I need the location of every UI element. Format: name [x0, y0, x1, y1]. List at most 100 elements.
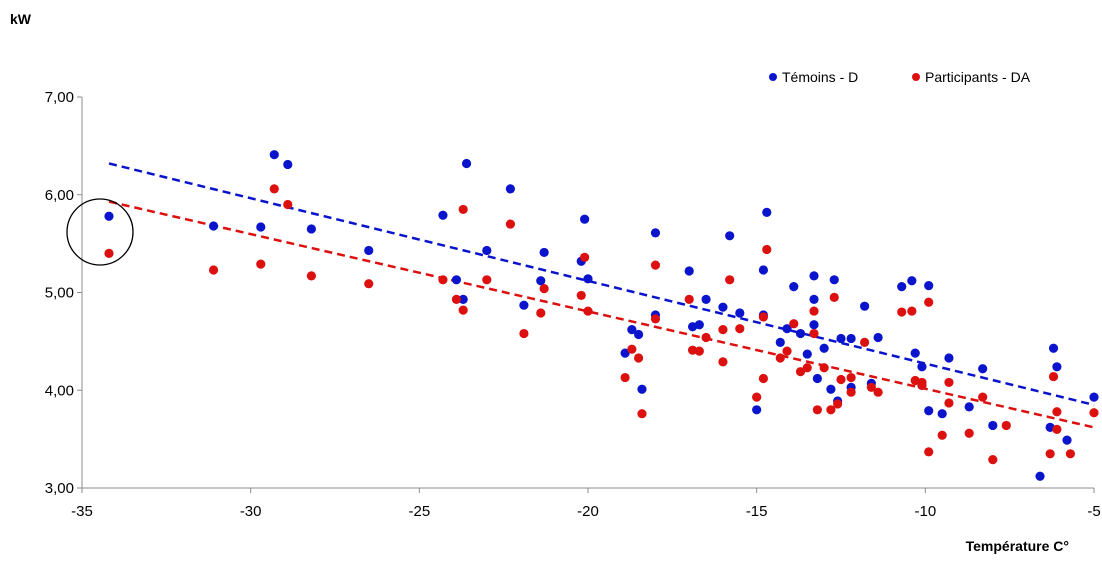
data-point	[937, 409, 947, 419]
data-point	[809, 320, 819, 330]
data-point	[826, 384, 836, 394]
data-point	[1052, 362, 1062, 372]
data-point	[809, 271, 819, 281]
data-point	[846, 372, 856, 383]
data-point	[1089, 408, 1099, 418]
data-point	[978, 364, 988, 374]
data-point	[846, 333, 856, 344]
series-1-points	[104, 184, 1099, 465]
data-point	[802, 349, 812, 359]
data-point	[782, 346, 792, 356]
data-point	[762, 244, 772, 255]
data-point	[964, 428, 974, 438]
data-point	[775, 353, 785, 363]
data-point	[897, 307, 907, 317]
data-point	[937, 430, 947, 440]
data-point	[978, 392, 988, 402]
data-point	[897, 282, 907, 292]
data-point	[583, 274, 593, 284]
data-point	[944, 353, 954, 363]
data-point	[789, 319, 799, 329]
y-tick-label: 6,00	[45, 187, 74, 204]
data-point	[580, 252, 590, 262]
data-point	[269, 150, 279, 160]
x-tick-label: -10	[914, 503, 936, 520]
data-point	[964, 402, 974, 412]
data-point	[539, 283, 549, 294]
data-point	[795, 367, 806, 377]
data-point	[752, 405, 762, 415]
y-axis: 3,00 4,00 5,00 6,00 7,00	[45, 89, 83, 497]
data-point	[782, 324, 792, 334]
data-point	[458, 294, 468, 304]
data-point	[758, 312, 769, 322]
data-point	[627, 344, 637, 354]
data-point	[860, 301, 870, 311]
data-point	[694, 320, 704, 330]
data-point	[580, 214, 590, 224]
data-point	[306, 224, 316, 234]
y-tick-label: 3,00	[45, 480, 74, 497]
data-point	[819, 343, 829, 353]
data-point	[208, 265, 219, 275]
data-point	[795, 328, 806, 339]
data-point	[519, 328, 529, 339]
trendline-series-0	[108, 162, 1095, 407]
data-point	[451, 275, 462, 285]
data-point	[482, 245, 492, 256]
data-point	[758, 373, 769, 384]
data-point	[1089, 392, 1099, 402]
data-point	[1048, 371, 1059, 382]
data-point	[650, 314, 661, 324]
legend: Témoins - D Participants - DA	[769, 69, 1031, 85]
data-point	[505, 219, 516, 229]
data-point	[1035, 471, 1045, 481]
y-axis-title: kW	[10, 11, 32, 27]
data-point	[576, 290, 586, 301]
data-point	[819, 363, 829, 373]
data-point	[924, 447, 934, 457]
series-0-points	[104, 150, 1099, 481]
data-point	[809, 328, 819, 339]
data-point	[802, 363, 812, 373]
data-point	[944, 377, 954, 388]
data-point	[924, 281, 934, 291]
x-tick-label: -35	[71, 503, 93, 520]
data-point	[829, 275, 839, 285]
data-point	[812, 405, 822, 415]
data-point	[1052, 424, 1062, 434]
legend-label-participants: Participants - DA	[925, 69, 1031, 85]
data-point	[364, 245, 374, 256]
data-point	[364, 279, 374, 289]
data-point	[718, 357, 728, 367]
data-point	[789, 282, 799, 292]
data-point	[758, 265, 769, 275]
data-point	[917, 362, 927, 372]
data-point	[809, 294, 819, 304]
data-point	[735, 308, 745, 318]
data-point	[910, 348, 920, 358]
highlight-circle	[66, 198, 134, 266]
data-point	[256, 222, 266, 232]
data-point	[1048, 343, 1059, 353]
data-point	[944, 398, 954, 408]
x-tick-label: -5	[1087, 503, 1100, 520]
data-point	[438, 275, 448, 285]
data-point	[752, 392, 762, 402]
data-point	[536, 276, 546, 286]
x-axis: -35 -30 -25 -20 -15 -10 -5	[71, 487, 1101, 520]
data-point	[256, 259, 266, 269]
data-point	[718, 325, 728, 335]
data-point	[684, 294, 694, 304]
data-point	[924, 406, 934, 416]
data-point	[701, 332, 711, 343]
data-point	[1001, 420, 1011, 431]
data-point	[684, 266, 694, 276]
data-point	[812, 373, 822, 384]
x-tick-label: -20	[577, 503, 599, 520]
data-point	[637, 409, 647, 419]
data-point	[687, 345, 698, 355]
data-point	[725, 275, 735, 285]
data-point	[519, 300, 529, 310]
data-points	[104, 150, 1099, 481]
